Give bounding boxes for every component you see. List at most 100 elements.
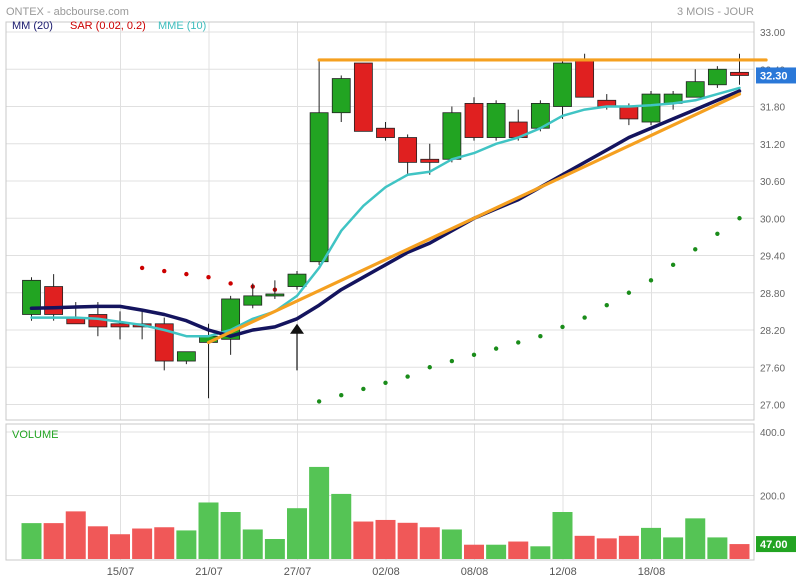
sar-dots [139, 216, 742, 404]
last-price-tag-box [756, 67, 796, 84]
price-tick-label: 30.00 [760, 214, 785, 225]
candle-body [176, 351, 196, 362]
sar-dot [693, 247, 698, 252]
volume-axis: 400.0 200.0 [760, 428, 785, 503]
price-tick-label: 28.20 [760, 326, 785, 337]
sar-dot [604, 302, 609, 308]
candle [287, 271, 307, 290]
price-tick-label: 28.80 [760, 289, 785, 300]
volume-bar [43, 523, 64, 559]
sar-dot [582, 315, 587, 320]
last-price-value: 32.30 [760, 70, 788, 82]
candle-body [353, 62, 373, 132]
date-tick-label: 21/07 [195, 566, 223, 578]
date-tick-label: 12/08 [549, 566, 577, 578]
frame [5, 21, 755, 561]
mme10-line [30, 86, 741, 338]
volume-bar [242, 529, 263, 559]
candle-body [442, 112, 462, 160]
candle-body [287, 273, 307, 287]
mm20-line [29, 89, 742, 338]
candle [685, 69, 705, 98]
price-tick-label: 29.40 [760, 252, 785, 263]
last-volume-tag-box [756, 536, 796, 553]
price-axis: 33.0032.4031.8031.2030.6030.0029.4028.80… [760, 28, 785, 412]
volume-bar [663, 537, 684, 559]
price-tick-label: 31.20 [760, 140, 785, 151]
candle [22, 277, 41, 321]
candle-body [641, 93, 661, 123]
date-tick-label: 18/08 [638, 566, 666, 578]
candle-body [730, 71, 749, 76]
volume-tick-label: 200.0 [760, 492, 785, 503]
sar-dot [670, 262, 676, 268]
sar-dot [648, 278, 654, 283]
candle [331, 75, 351, 123]
candle-body [575, 59, 595, 98]
volume-bar [419, 527, 440, 559]
volume-bar [508, 541, 529, 559]
candle-body [331, 78, 351, 114]
sar-dot [361, 386, 366, 392]
volume-panel-frame [5, 423, 755, 561]
volume-bar [220, 512, 241, 559]
volume-bar [264, 538, 285, 559]
candle [44, 274, 64, 321]
sar-dot [538, 334, 543, 339]
sar-dot [139, 265, 145, 271]
candle [553, 59, 572, 119]
sar-dot [493, 346, 499, 351]
volume-bar [287, 508, 307, 559]
candle-body [243, 295, 263, 306]
price-tick-label: 30.60 [760, 177, 785, 188]
candle [221, 295, 241, 355]
candle [309, 59, 329, 265]
arrow-head [290, 323, 304, 334]
sar-dot [516, 340, 521, 345]
legend-mme: MME (10) [158, 20, 206, 32]
chart-title: ONTEX - abcbourse.com [6, 6, 129, 18]
last-volume-tag: 47.00 [756, 536, 796, 553]
sar-dot [228, 281, 233, 286]
last-price-tag: 32.30 [756, 67, 796, 84]
sar-dot [471, 352, 477, 358]
volume-bar [441, 529, 462, 559]
sar-dot [339, 392, 344, 398]
candle-body [265, 293, 285, 297]
volume-bar [685, 518, 706, 559]
volume-bar [641, 527, 661, 559]
legend: MM (20) SAR (0.02, 0.2) MME (10) [12, 20, 206, 32]
candle-body [685, 81, 705, 98]
candle [707, 66, 727, 88]
candle-body [486, 102, 506, 138]
volume-bar [132, 528, 153, 559]
volume-bar [464, 544, 484, 559]
volume-bar [154, 527, 175, 559]
candles [22, 53, 749, 399]
candle [530, 100, 550, 132]
volume-bar [596, 538, 617, 559]
volume-bar [618, 535, 639, 559]
candle [464, 97, 484, 141]
price-tick-label: 31.80 [760, 103, 785, 114]
price-tick-label: 33.00 [760, 28, 785, 39]
sar-dot [184, 271, 189, 277]
candle [176, 351, 196, 365]
sar-dot [715, 231, 720, 236]
candle-body [44, 286, 64, 315]
candle-body [110, 323, 130, 328]
volume-bar [397, 522, 418, 559]
volume-bar [375, 519, 396, 559]
volume-bar [110, 534, 130, 559]
volume-bar [530, 546, 551, 559]
volume-bar [729, 544, 750, 559]
date-tick-label: 15/07 [107, 566, 135, 578]
volume-bar [552, 512, 573, 559]
price-panel-frame [5, 21, 755, 421]
date-tick-label: 08/08 [461, 566, 489, 578]
candle-body [707, 68, 727, 86]
trendlines [206, 58, 768, 345]
volume-bar [65, 511, 86, 559]
candle [442, 106, 462, 163]
